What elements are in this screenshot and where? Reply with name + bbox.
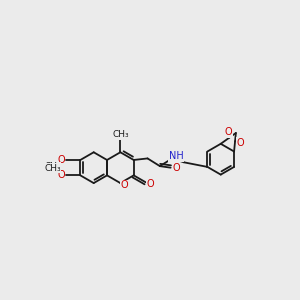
Text: O: O: [237, 138, 244, 148]
Text: O: O: [146, 179, 154, 189]
Text: O: O: [224, 128, 232, 137]
Text: O: O: [120, 180, 128, 190]
Text: NH: NH: [169, 151, 183, 161]
Text: O: O: [57, 170, 65, 180]
Text: CH₃: CH₃: [44, 164, 61, 173]
Text: CH₃: CH₃: [113, 130, 129, 139]
Text: O: O: [57, 155, 65, 165]
Text: O: O: [172, 164, 180, 173]
Text: CH₃: CH₃: [44, 162, 61, 171]
